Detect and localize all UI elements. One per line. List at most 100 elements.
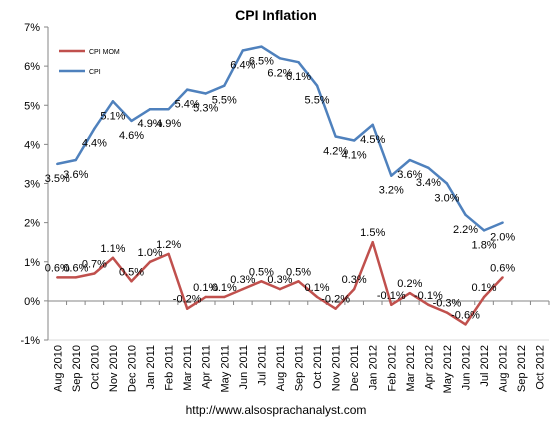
- data-label: 0.6%: [490, 262, 515, 274]
- data-label: 0.1%: [193, 282, 218, 294]
- data-point: [482, 229, 486, 232]
- chart-title: CPI Inflation: [235, 7, 317, 23]
- data-label: 5.5%: [305, 95, 330, 107]
- x-tick-label: Aug 2012: [498, 345, 510, 392]
- data-point: [297, 61, 300, 64]
- x-tick-label: Jul 2012: [479, 345, 491, 387]
- data-label: 0.1%: [212, 282, 237, 294]
- y-tick-label: 3%: [24, 179, 40, 191]
- legend-label: CPI: [89, 69, 101, 76]
- data-label: 6.1%: [286, 71, 311, 83]
- y-tick-label: 2%: [24, 218, 40, 230]
- data-point: [204, 92, 207, 95]
- data-point: [464, 323, 467, 326]
- data-label: 3.4%: [416, 177, 441, 189]
- data-label: -0.3%: [433, 298, 462, 310]
- data-point: [74, 276, 78, 279]
- data-point: [501, 221, 504, 224]
- data-point: [260, 280, 263, 283]
- data-point: [167, 107, 170, 111]
- data-point: [278, 57, 282, 60]
- data-point: [223, 84, 226, 87]
- x-tick-label: Sep 2012: [516, 345, 528, 392]
- x-tick-label: May 2012: [442, 345, 454, 393]
- x-tick-label: Jun 2012: [461, 345, 473, 390]
- data-point: [334, 307, 337, 310]
- data-point: [241, 49, 245, 52]
- data-label: 1.8%: [472, 239, 497, 251]
- data-label: 4.9%: [138, 118, 163, 130]
- data-point: [408, 158, 412, 162]
- data-label: 1.1%: [100, 243, 125, 255]
- data-label: -0.2%: [321, 294, 350, 306]
- x-tick-label: Feb 2012: [386, 345, 398, 391]
- data-label: -0.2%: [173, 294, 202, 306]
- data-point: [111, 100, 115, 103]
- y-tick-label: 5%: [24, 100, 40, 112]
- data-label: -0.1%: [377, 290, 406, 302]
- x-tick-label: Jan 2011: [145, 345, 157, 389]
- data-point: [464, 213, 467, 216]
- data-point: [334, 135, 337, 138]
- data-label: 6.4%: [230, 59, 255, 71]
- x-tick-label: Oct 2012: [535, 345, 547, 390]
- x-tick-label: Mar 2012: [405, 345, 417, 391]
- data-label: 2.2%: [453, 224, 478, 236]
- data-label: 0.3%: [267, 274, 292, 286]
- data-point: [167, 252, 170, 256]
- data-label: 4.5%: [360, 134, 385, 146]
- data-label: 1.0%: [138, 247, 163, 259]
- data-point: [371, 240, 374, 244]
- x-tick-label: Aug 2010: [52, 345, 64, 392]
- data-label: 0.5%: [119, 266, 144, 278]
- x-tick-label: May 2011: [219, 345, 231, 393]
- data-point: [185, 307, 189, 310]
- x-tick-label: Dec 2010: [127, 345, 139, 392]
- data-point: [223, 295, 226, 299]
- y-tick-label: 7%: [24, 22, 40, 34]
- data-label: 0.3%: [230, 274, 255, 286]
- data-label: 3.6%: [397, 169, 422, 181]
- data-label: 4.1%: [342, 149, 367, 161]
- data-label: 3.0%: [434, 193, 459, 205]
- data-label: 6.2%: [267, 67, 292, 79]
- data-point: [130, 280, 133, 283]
- data-label: 3.2%: [379, 185, 404, 197]
- data-point: [148, 107, 152, 111]
- x-tick-label: Nov 2010: [108, 345, 120, 392]
- data-label: 4.4%: [82, 138, 107, 150]
- data-label: 3.6%: [63, 169, 88, 181]
- x-tick-label: Sep 2011: [294, 345, 306, 391]
- data-point: [352, 287, 356, 291]
- data-label: 5.4%: [175, 99, 200, 111]
- data-point: [390, 303, 393, 306]
- data-point: [315, 295, 319, 299]
- y-tick-label: 1%: [24, 257, 40, 269]
- x-tick-label: Feb 2011: [164, 345, 176, 391]
- data-label: -0.1%: [414, 290, 443, 302]
- data-label: 3.5%: [45, 173, 70, 185]
- data-point: [408, 291, 412, 295]
- x-tick-label: Aug 2011: [275, 345, 287, 391]
- x-tick-label: Jun 2011: [238, 345, 250, 389]
- data-point: [111, 256, 115, 260]
- data-point: [56, 162, 59, 166]
- data-label: 0.6%: [63, 262, 88, 274]
- data-label: 0.1%: [305, 282, 330, 294]
- data-point: [204, 295, 207, 299]
- x-tick-label: Oct 2010: [89, 345, 101, 390]
- y-tick-label: 4%: [24, 139, 40, 151]
- data-label: 5.5%: [212, 95, 237, 107]
- x-tick-label: Jan 2012: [368, 345, 380, 390]
- data-point: [390, 174, 393, 177]
- data-label: 4.9%: [156, 118, 181, 130]
- data-label: 5.3%: [193, 103, 218, 115]
- data-point: [56, 276, 59, 279]
- data-point: [93, 127, 96, 130]
- data-point: [315, 84, 319, 87]
- data-label: 1.2%: [156, 239, 181, 251]
- data-point: [297, 280, 300, 283]
- data-point: [427, 303, 430, 306]
